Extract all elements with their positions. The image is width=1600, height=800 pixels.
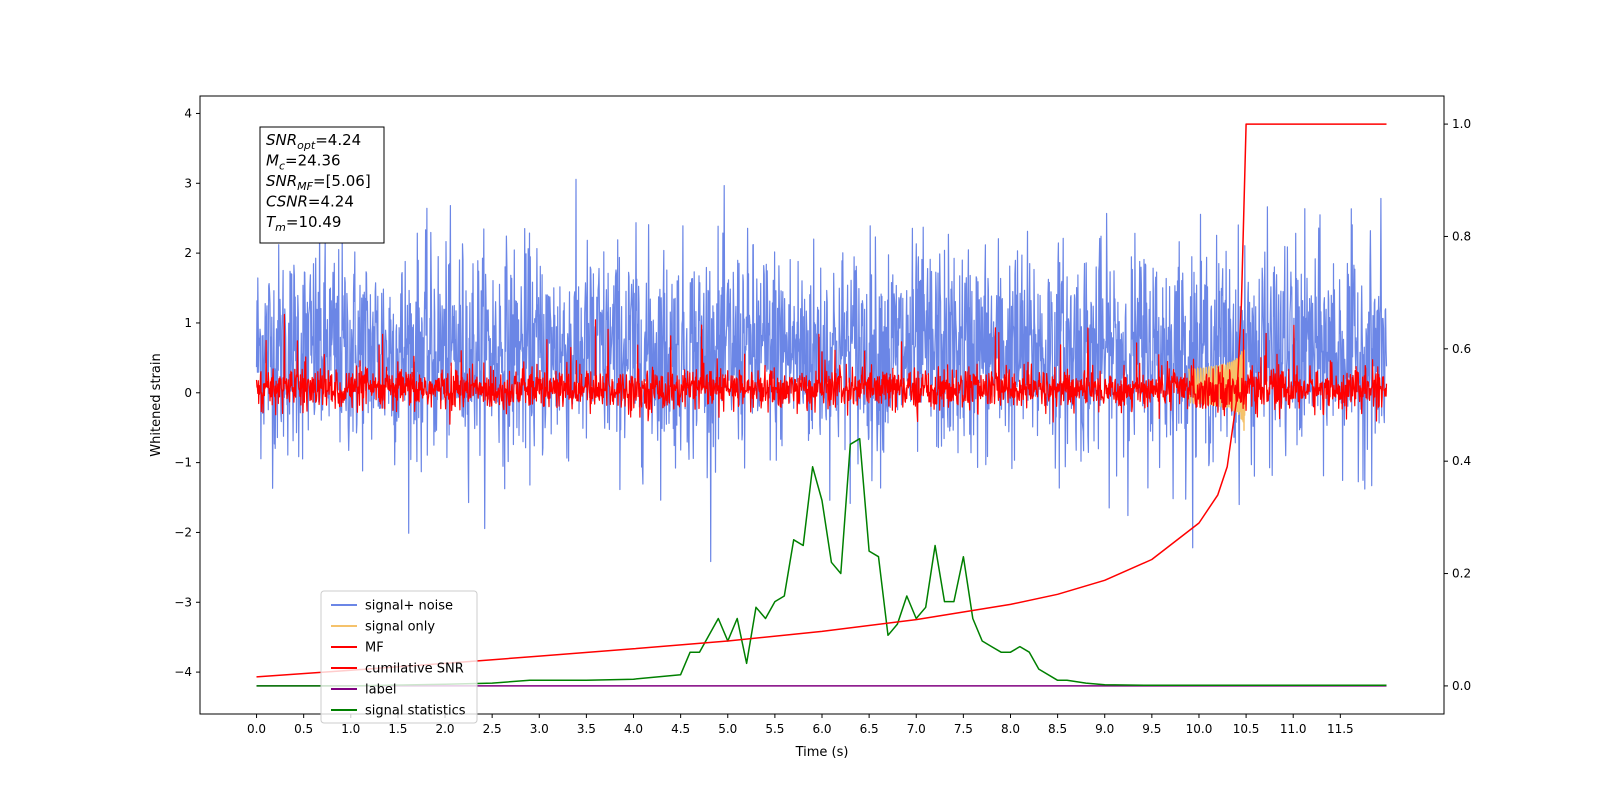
x-tick-label: 9.0 <box>1095 722 1114 736</box>
y-tick-label: 1 <box>184 316 192 330</box>
info-base: SNR <box>266 131 297 149</box>
x-tick-label: 1.5 <box>388 722 407 736</box>
x-tick-label: 10.0 <box>1186 722 1213 736</box>
info-sub: MF <box>297 180 313 193</box>
legend: signal+ noise signal only MF cumilative SNR… <box>320 590 478 724</box>
info-value: =24.36 <box>285 152 341 170</box>
info-box-line: Tm=10.49 <box>266 213 341 234</box>
y-tick-label: 0 <box>184 386 192 400</box>
y-tick-label: 4 <box>184 106 192 120</box>
y2-tick-label: 0.4 <box>1452 454 1471 468</box>
x-tick-label: 8.0 <box>1001 722 1020 736</box>
y2-tick-label: 0.6 <box>1452 342 1471 356</box>
x-tick-label: 6.5 <box>860 722 879 736</box>
info-box-line: SNRMF=[5.06] <box>266 172 371 193</box>
info-sub: opt <box>297 139 316 152</box>
x-axis: 0.0 0.5 1.0 1.5 2.0 2.5 3.0 3.5 4.0 4.5 5.0 5.5 6.0 6… <box>247 714 1354 736</box>
y-tick-label: −1 <box>174 456 192 470</box>
legend-frame <box>320 590 478 724</box>
info-sub: m <box>275 221 286 234</box>
x-tick-label: 5.0 <box>718 722 737 736</box>
info-box-line: SNRopt=4.24 <box>266 131 361 152</box>
legend-label: signal only <box>365 620 435 635</box>
y2-tick-label: 0.0 <box>1452 679 1471 693</box>
x-tick-label: 7.0 <box>907 722 926 736</box>
x-tick-label: 8.5 <box>1048 722 1067 736</box>
y-tick-label: −3 <box>174 595 192 609</box>
y-axis-right: 1.0 0.8 0.6 0.4 0.2 0.0 <box>1444 117 1471 693</box>
x-tick-label: 6.0 <box>812 722 831 736</box>
info-value: =10.49 <box>286 213 342 231</box>
series-signal-statistics <box>256 437 1387 687</box>
info-box: SNRopt=4.24Mc=24.36SNRMF=[5.06]CSNR=4.24… <box>259 126 385 244</box>
series-cumilative-snr <box>256 123 1387 678</box>
info-base: SNR <box>266 172 297 190</box>
info-base: M <box>266 152 279 170</box>
x-tick-label: 2.0 <box>435 722 454 736</box>
x-tick-label: 5.5 <box>765 722 784 736</box>
y-tick-label: −4 <box>174 665 192 679</box>
x-tick-label: 10.5 <box>1233 722 1260 736</box>
info-value: =[5.06] <box>313 172 371 190</box>
y-axis-left: 4 3 2 1 0 −1 −2 −3 −4 <box>174 106 200 679</box>
y-axis-label: Whitened strain <box>149 353 164 456</box>
x-tick-label: 9.5 <box>1142 722 1161 736</box>
x-tick-label: 0.0 <box>247 722 266 736</box>
info-value: =4.24 <box>308 193 354 211</box>
info-value: =4.24 <box>315 131 361 149</box>
legend-label: signal+ noise <box>365 599 453 614</box>
legend-label: label <box>365 683 396 698</box>
x-tick-label: 2.5 <box>483 722 502 736</box>
info-box-line: CSNR=4.24 <box>266 193 354 211</box>
y-tick-label: −2 <box>174 525 192 539</box>
x-tick-label: 0.5 <box>294 722 313 736</box>
info-box-line: Mc=24.36 <box>266 152 341 173</box>
x-tick-label: 7.5 <box>954 722 973 736</box>
y-tick-label: 2 <box>184 246 192 260</box>
x-tick-label: 11.5 <box>1327 722 1354 736</box>
x-axis-label: Time (s) <box>795 745 849 760</box>
info-sub: c <box>279 160 285 173</box>
legend-label: signal statistics <box>365 704 466 719</box>
info-box-frame <box>259 126 385 244</box>
info-base: CSNR <box>266 193 308 211</box>
x-tick-label: 3.0 <box>530 722 549 736</box>
legend-label: cumilative SNR <box>365 662 464 677</box>
info-base: T <box>266 213 277 231</box>
y2-tick-label: 1.0 <box>1452 117 1471 131</box>
x-tick-label: 1.0 <box>341 722 360 736</box>
x-tick-label: 11.0 <box>1280 722 1307 736</box>
x-tick-label: 4.0 <box>624 722 643 736</box>
legend-label: MF <box>365 641 384 656</box>
x-tick-label: 3.5 <box>577 722 596 736</box>
x-tick-label: 4.5 <box>671 722 690 736</box>
y-tick-label: 3 <box>184 176 192 190</box>
y2-tick-label: 0.2 <box>1452 567 1471 581</box>
series-mf <box>255 313 1388 425</box>
y2-tick-label: 0.8 <box>1452 229 1471 243</box>
